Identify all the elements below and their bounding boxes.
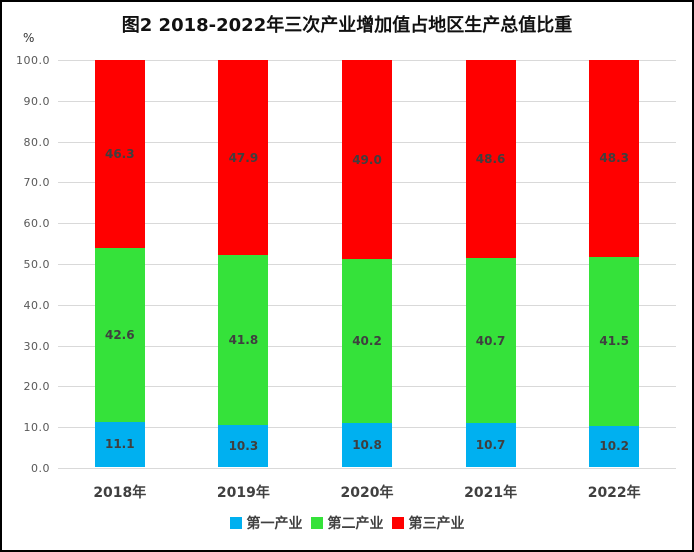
legend-label: 第二产业 [327, 516, 384, 532]
chart-title: 图2 2018-2022年三次产业增加值占地区生产总值比重 [121, 15, 573, 36]
x-tick-label: 2020年 [340, 485, 394, 501]
bar-value-label: 10.8 [352, 438, 382, 453]
bar-segment: 48.6 [465, 60, 516, 258]
bar-segment: 48.3 [589, 60, 640, 257]
legend: 第一产业 第二产业 第三产业 [2, 513, 692, 533]
bar-value-label: 46.3 [104, 147, 135, 162]
legend-swatch-icon [310, 517, 323, 529]
bar-value-label: 11.1 [104, 437, 135, 452]
bar-value-label: 10.2 [599, 439, 629, 454]
bar-value-label: 41.5 [599, 334, 629, 349]
bar-segment: 11.1 [94, 421, 145, 467]
legend-label: 第三产业 [408, 516, 465, 532]
bar-value-label: 47.9 [228, 150, 259, 165]
bar-segment: 10.3 [218, 425, 269, 467]
y-tick-label: 50.0 [23, 258, 50, 271]
legend-swatch-icon [229, 517, 242, 529]
bar-column: 10.7 40.7 48.6 [465, 60, 516, 467]
y-tick-label: 10.0 [23, 421, 50, 435]
plot-area: 100.0 90.0 80.0 70.0 60.0 50.0 40.0 30.0 20.0 10.… [16, 54, 676, 501]
y-tick-label: 70.0 [23, 176, 50, 190]
x-tick-label: 2021年 [464, 485, 518, 501]
legend-item: 第二产业 [310, 513, 384, 533]
y-tick-label: 90.0 [23, 94, 50, 108]
bar-value-label: 10.3 [228, 439, 259, 454]
bar-value-label: 42.6 [104, 328, 135, 343]
y-tick-label: 0.0 [31, 462, 50, 475]
bar-segment: 46.3 [94, 60, 145, 249]
bar-value-label: 48.3 [599, 151, 629, 166]
bar-segment: 41.8 [218, 254, 269, 426]
bar-value-label: 40.2 [352, 334, 382, 349]
gridline [58, 468, 676, 469]
bar-value-label: 40.7 [475, 333, 506, 348]
bar-segment: 10.7 [465, 423, 516, 467]
bar-value-label: 10.7 [475, 438, 506, 453]
bar-column: 10.3 41.8 47.9 [218, 60, 269, 467]
y-tick-label: 100.0 [16, 54, 50, 67]
bar-segment: 42.6 [94, 248, 145, 422]
legend-item: 第三产业 [391, 513, 465, 533]
legend-swatch-icon [391, 517, 404, 529]
bar-value-label: 48.6 [475, 151, 506, 166]
y-tick-label: 80.0 [23, 135, 50, 149]
y-tick-label: 60.0 [23, 217, 50, 231]
bar-value-label: 49.0 [352, 152, 382, 167]
x-tick-label: 2022年 [587, 485, 641, 501]
legend-item: 第一产业 [229, 513, 303, 533]
bar-segment: 41.5 [589, 256, 640, 426]
bar-column: 10.2 41.5 48.3 [589, 60, 640, 467]
bar-value-label: 41.8 [228, 333, 259, 348]
bar-column: 10.8 40.2 49.0 [342, 60, 392, 467]
bar-column: 11.1 42.6 46.3 [94, 60, 145, 467]
y-tick-label: 30.0 [23, 339, 50, 353]
bar-segment: 49.0 [342, 60, 392, 260]
y-tick-label: 20.0 [23, 380, 50, 394]
legend-label: 第一产业 [246, 516, 303, 532]
x-tick-label: 2019年 [216, 485, 270, 501]
bar-segment: 47.9 [218, 60, 269, 255]
bar-segment: 10.2 [589, 425, 640, 467]
y-axis-unit-label: % [23, 31, 35, 45]
x-tick-label: 2018年 [93, 485, 147, 501]
bar-segment: 10.8 [342, 423, 392, 467]
bar-segment: 40.7 [465, 257, 516, 424]
bar-segment: 40.2 [342, 259, 392, 424]
y-tick-label: 40.0 [23, 298, 50, 312]
